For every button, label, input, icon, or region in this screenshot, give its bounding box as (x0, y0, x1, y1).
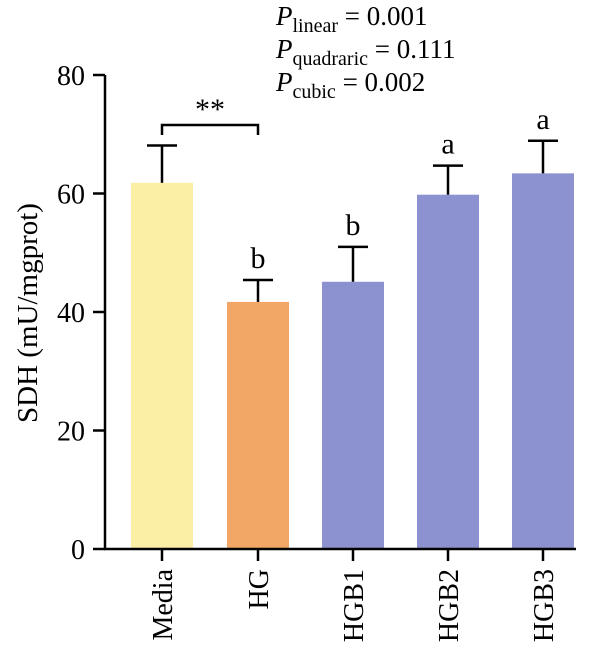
significance-letter-hgb1: b (346, 209, 361, 242)
significance-bracket (160, 123, 260, 135)
x-tick-label-hgb3: HGB3 (529, 569, 560, 642)
y-axis-label: SDH (mU/mgprot) (12, 203, 44, 423)
plot-area: b b a a ** 0 20 40 60 80 Media HG HGB1 HGB2 HGB3 (57, 61, 576, 642)
y-tick-label-20: 20 (57, 417, 85, 448)
y-tick-label-80: 80 (57, 61, 85, 92)
significance-stars: ** (195, 93, 225, 126)
significance-letter-hgb3: a (536, 103, 549, 136)
p-stat-quadraric: Pquadraric = 0.111 (275, 34, 456, 70)
significance-letter-hg: b (251, 242, 266, 275)
p-stat-linear: Plinear = 0.001 (275, 1, 428, 37)
p-stat-cubic: Pcubic = 0.002 (275, 67, 425, 103)
significance-letter-hgb2: a (441, 128, 454, 161)
bar-hg (227, 301, 289, 549)
x-tick-label-hgb1: HGB1 (339, 569, 370, 642)
bar-hgb3 (512, 173, 574, 550)
x-tick-label-hgb2: HGB2 (434, 569, 465, 642)
y-tick-label-40: 40 (57, 298, 85, 329)
y-tick-label-60: 60 (57, 180, 85, 211)
x-tick-label-media: Media (148, 568, 179, 640)
bar-hgb2 (417, 194, 479, 549)
bar-media (131, 182, 193, 549)
bar-hgb1 (322, 281, 384, 549)
y-tick-label-0: 0 (71, 535, 85, 566)
x-tick-label-hg: HG (244, 569, 275, 609)
